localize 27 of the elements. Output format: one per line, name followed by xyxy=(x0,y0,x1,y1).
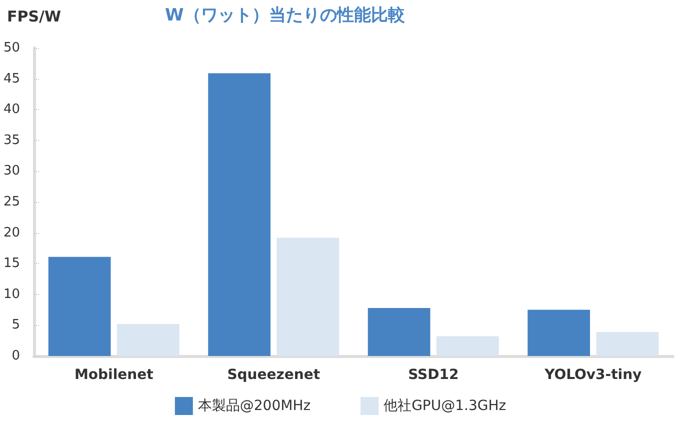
y-tick-label: 25 xyxy=(3,194,20,210)
bar xyxy=(596,332,659,356)
y-tick-label: 10 xyxy=(3,286,20,302)
y-tick-label: 0 xyxy=(12,348,20,364)
y-tick-label: 20 xyxy=(3,225,20,240)
chart-title: W（ワット）当たりの性能比較 xyxy=(165,6,406,26)
y-axis-title: FPS/W xyxy=(7,8,62,26)
y-tick-label: 15 xyxy=(3,256,20,272)
bar xyxy=(276,238,340,356)
bar xyxy=(48,256,111,356)
y-tick-label: 35 xyxy=(3,132,20,148)
x-tick-label: Mobilenet xyxy=(74,367,154,383)
y-tick-label: 45 xyxy=(3,71,20,86)
bar xyxy=(436,336,499,356)
x-tick-label: YOLOv3-tiny xyxy=(544,367,642,383)
y-tick-label: 50 xyxy=(3,40,20,56)
bar xyxy=(208,73,271,356)
legend-label: 他社GPU@1.3GHz xyxy=(384,398,506,414)
y-tick-label: 5 xyxy=(12,318,20,333)
y-tick-label: 30 xyxy=(3,164,20,179)
y-tick-label: 40 xyxy=(3,102,20,118)
bar xyxy=(368,308,430,356)
legend-label: 本製品@200MHz xyxy=(198,398,311,414)
x-tick-label: Squeezenet xyxy=(227,367,320,383)
x-tick-label: SSD12 xyxy=(408,367,459,383)
bar xyxy=(116,324,180,356)
bar xyxy=(528,310,590,356)
